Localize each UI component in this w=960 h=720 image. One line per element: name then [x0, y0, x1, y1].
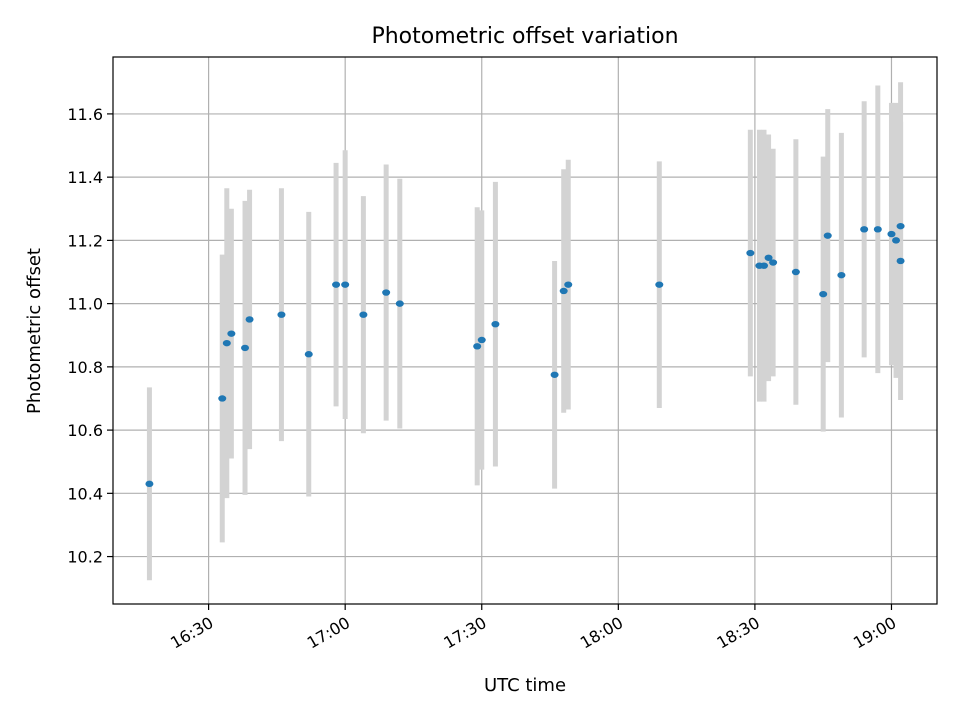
data-point	[145, 480, 154, 488]
data-point	[764, 254, 773, 261]
data-point	[746, 249, 755, 257]
data-point	[341, 281, 350, 288]
data-points	[145, 222, 905, 488]
data-point	[896, 222, 905, 230]
y-tick-label: 10.6	[67, 421, 103, 440]
data-point	[241, 344, 250, 352]
y-tick-label: 11.6	[67, 105, 103, 124]
data-point	[837, 271, 846, 279]
data-point	[892, 237, 901, 244]
data-point	[655, 281, 664, 288]
data-point	[222, 339, 231, 347]
data-point	[245, 316, 254, 323]
data-point	[332, 281, 341, 288]
data-point	[491, 320, 500, 328]
y-tick-label: 11.2	[67, 231, 103, 250]
plot-frame	[112, 56, 938, 605]
data-point	[304, 351, 313, 358]
y-tick-label: 10.4	[67, 484, 103, 503]
y-tick-label: 10.8	[67, 358, 103, 377]
data-point	[473, 343, 482, 350]
data-point	[550, 371, 559, 378]
x-axis-label: UTC time	[484, 675, 566, 696]
data-point	[559, 287, 568, 295]
data-point	[564, 281, 573, 288]
data-point	[791, 268, 800, 276]
data-point	[359, 311, 368, 318]
chart-title: Photometric offset variation	[371, 24, 678, 49]
data-point	[277, 311, 286, 318]
data-point	[395, 300, 404, 307]
data-point	[896, 257, 905, 265]
y-tick-label: 11.0	[67, 295, 103, 314]
data-point	[873, 226, 882, 233]
y-axis-label: Photometric offset	[24, 248, 45, 414]
y-axis-ticks: 10.2 10.4 10.6 10.8 11.0 11.2 11.4 11.6	[67, 105, 113, 567]
data-point	[769, 259, 778, 266]
data-point	[860, 226, 869, 233]
y-tick-label: 11.4	[67, 168, 103, 187]
y-tick-label: 10.2	[67, 548, 103, 567]
data-point	[760, 262, 769, 269]
data-point	[477, 336, 486, 344]
data-point	[218, 395, 227, 402]
data-point	[887, 230, 896, 238]
data-point	[823, 232, 832, 239]
data-point	[227, 330, 236, 337]
data-point	[819, 290, 828, 298]
data-point	[382, 289, 391, 296]
